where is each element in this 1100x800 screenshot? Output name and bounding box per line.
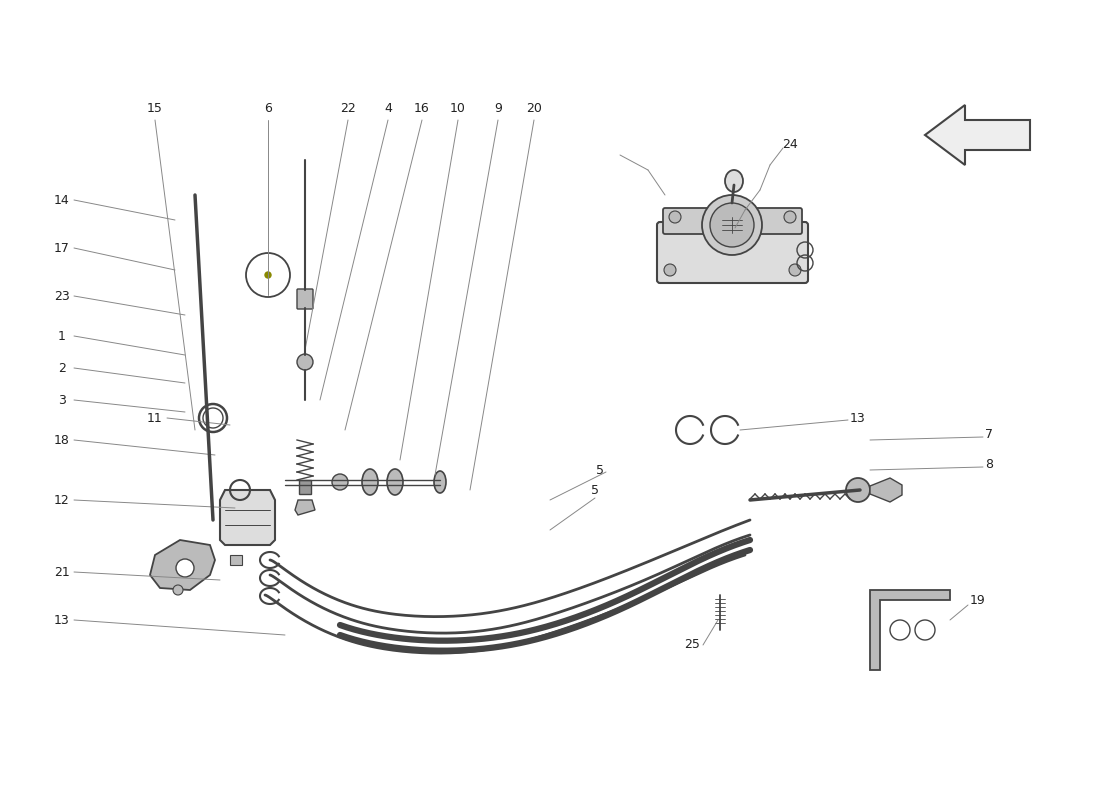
Text: 21: 21 (54, 566, 70, 578)
Text: 10: 10 (450, 102, 466, 114)
Text: 18: 18 (54, 434, 70, 446)
Text: 4: 4 (384, 102, 392, 114)
Text: 3: 3 (58, 394, 66, 406)
Text: 6: 6 (264, 102, 272, 114)
Ellipse shape (387, 469, 403, 495)
FancyBboxPatch shape (297, 289, 313, 309)
Polygon shape (295, 500, 315, 515)
Text: 14: 14 (54, 194, 70, 206)
Text: 13: 13 (850, 411, 866, 425)
Text: 11: 11 (147, 411, 163, 425)
Circle shape (890, 620, 910, 640)
FancyBboxPatch shape (663, 208, 802, 234)
Circle shape (669, 211, 681, 223)
Circle shape (784, 211, 796, 223)
FancyBboxPatch shape (230, 555, 242, 565)
Text: 7: 7 (984, 429, 993, 442)
Text: 20: 20 (526, 102, 542, 114)
Text: 22: 22 (340, 102, 356, 114)
Text: 25: 25 (684, 638, 700, 651)
Text: 23: 23 (54, 290, 70, 302)
Circle shape (710, 203, 754, 247)
Polygon shape (220, 490, 275, 545)
Circle shape (265, 272, 271, 278)
Polygon shape (150, 540, 214, 590)
Circle shape (846, 478, 870, 502)
Text: 19: 19 (970, 594, 986, 606)
Text: 24: 24 (782, 138, 797, 151)
Circle shape (297, 354, 313, 370)
Polygon shape (925, 105, 1030, 165)
Circle shape (173, 585, 183, 595)
FancyBboxPatch shape (657, 222, 808, 283)
FancyBboxPatch shape (299, 480, 311, 494)
Ellipse shape (725, 170, 742, 192)
Text: 5: 5 (596, 463, 604, 477)
Text: 15: 15 (147, 102, 163, 114)
Text: 16: 16 (414, 102, 430, 114)
Text: 9: 9 (494, 102, 502, 114)
Circle shape (789, 264, 801, 276)
Circle shape (176, 559, 194, 577)
Text: 12: 12 (54, 494, 70, 506)
Circle shape (915, 620, 935, 640)
Ellipse shape (434, 471, 446, 493)
Circle shape (702, 195, 762, 255)
Text: 17: 17 (54, 242, 70, 254)
Polygon shape (870, 590, 950, 670)
Text: 1: 1 (58, 330, 66, 342)
Text: 8: 8 (984, 458, 993, 471)
Circle shape (664, 264, 676, 276)
Polygon shape (870, 478, 902, 502)
Text: 5: 5 (591, 483, 600, 497)
Text: 13: 13 (54, 614, 70, 626)
Ellipse shape (362, 469, 378, 495)
Text: 2: 2 (58, 362, 66, 374)
Circle shape (332, 474, 348, 490)
